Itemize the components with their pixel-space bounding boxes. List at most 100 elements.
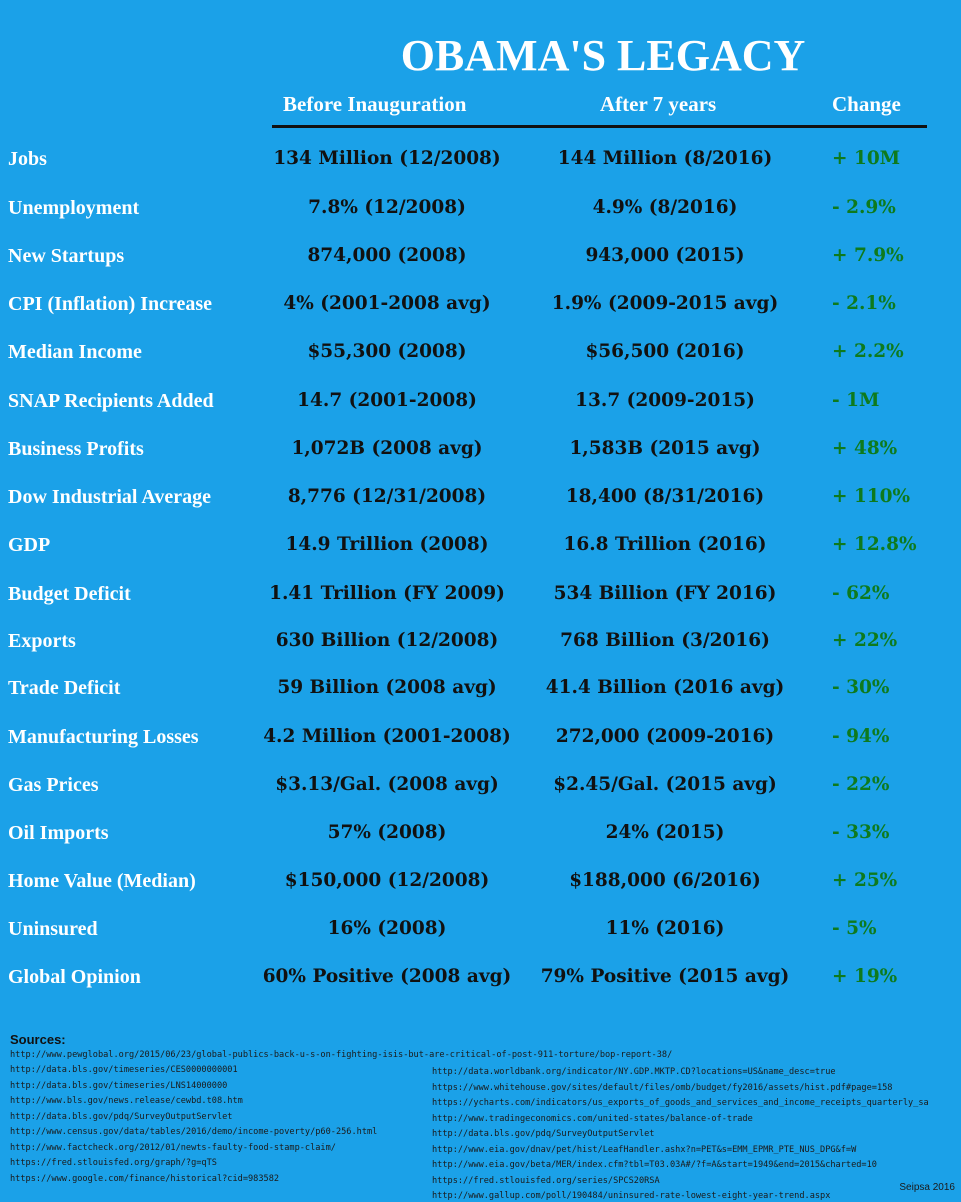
before-value: 60% Positive (2008 avg) [262,966,512,987]
row-label: Median Income [8,341,142,363]
before-value: 59 Billion (2008 avg) [277,677,497,698]
source-link[interactable]: http://www.tradingeconomics.com/united-s… [432,1113,753,1124]
before-value: 4.2 Million (2001-2008) [263,726,511,747]
before-value: $3.13/Gal. (2008 avg) [275,774,499,795]
source-link[interactable]: https://ycharts.com/indicators/us_export… [432,1098,929,1108]
row-label: SNAP Recipients Added [8,390,214,412]
source-link[interactable]: https://fred.stlouisfed.org/series/SPCS2… [432,1175,660,1186]
source-link[interactable]: http://www.eia.gov/dnav/pet/hist/LeafHan… [432,1144,857,1155]
after-value: 943,000 (2015) [585,245,745,266]
change-value: + 2.2% [832,341,904,362]
credit: Seipsa 2016 [899,1182,955,1193]
row-label: Unemployment [8,197,140,219]
row-label: Trade Deficit [8,677,121,699]
before-value: 874,000 (2008) [307,245,467,266]
change-value: - 2.9% [832,197,896,218]
after-value: 1,583B (2015 avg) [569,438,761,459]
row-label: Oil Imports [8,822,109,844]
table-row: GDP 14.9 Trillion (2008) 16.8 Trillion (20… [0,534,961,574]
source-link[interactable]: http://www.census.gov/data/tables/2016/d… [10,1127,378,1137]
before-value: $55,300 (2008) [307,341,467,362]
change-value: - 22% [832,774,890,795]
page-title: OBAMA'S LEGACY [400,31,806,80]
before-value: 1,072B (2008 avg) [291,438,483,459]
change-value: - 33% [832,822,890,843]
row-label: GDP [8,534,51,556]
row-label: CPI (Inflation) Increase [8,293,213,315]
source-link[interactable]: http://data.bls.gov/timeseries/LNS140000… [10,1080,228,1091]
row-label: Global Opinion [8,966,141,988]
change-value: - 30% [832,677,890,698]
source-link[interactable]: http://www.pewglobal.org/2015/06/23/glob… [10,1050,673,1060]
row-label: Manufacturing Losses [8,726,199,748]
before-value: 57% (2008) [327,822,447,843]
row-label: Budget Deficit [8,583,131,605]
change-value: + 22% [832,630,898,651]
table-row: Home Value (Median) $150,000 (12/2008) $18… [0,870,961,910]
source-link[interactable]: http://data.bls.gov/pdq/SurveyOutputServ… [10,1111,233,1122]
before-value: 8,776 (12/31/2008) [287,486,487,507]
table-row: Exports 630 Billion (12/2008) 768 Billion … [0,630,961,670]
after-value: 79% Positive (2015 avg) [540,966,790,987]
row-label: Uninsured [8,918,98,940]
header-change: Change [832,92,901,116]
change-value: - 62% [832,583,890,604]
source-link[interactable]: http://data.bls.gov/pdq/SurveyOutputServ… [432,1129,655,1139]
after-value: 11% (2016) [605,918,725,939]
row-label: Gas Prices [8,774,99,796]
row-label: Business Profits [8,438,144,460]
table-row: Trade Deficit 59 Billion (2008 avg) 41.4 B… [0,677,961,717]
after-value: 4.9% (8/2016) [592,197,738,218]
source-link[interactable]: http://www.bls.gov/news.release/cewbd.t0… [10,1096,243,1106]
table-row: New Startups 874,000 (2008) 943,000 (2015)… [0,245,961,285]
source-link[interactable]: http://data.worldbank.org/indicator/NY.G… [432,1067,836,1077]
source-link[interactable]: https://www.whitehouse.gov/sites/default… [432,1082,893,1093]
row-label: Home Value (Median) [8,870,196,892]
table-row: Median Income $55,300 (2008) $56,500 (2016… [0,341,961,381]
sources-heading: Sources: [10,1032,66,1047]
after-value: 24% (2015) [605,822,725,843]
table-row: Dow Industrial Average 8,776 (12/31/2008)… [0,486,961,526]
after-value: 768 Billion (3/2016) [560,630,770,651]
table-row: Budget Deficit 1.41 Trillion (FY 2009) 534… [0,583,961,623]
before-value: 14.7 (2001-2008) [297,390,477,411]
header-divider [272,125,927,128]
source-link[interactable]: https://www.google.com/finance/historica… [10,1173,280,1184]
before-value: 134 Million (12/2008) [273,148,501,169]
change-value: - 5% [832,918,877,939]
change-value: + 10M [832,148,901,169]
after-value: $2.45/Gal. (2015 avg) [553,774,777,795]
after-value: 18,400 (8/31/2016) [565,486,765,507]
table-row: Oil Imports 57% (2008) 24% (2015) - 33% [0,822,961,862]
change-value: - 94% [832,726,890,747]
after-value: 534 Billion (FY 2016) [553,583,777,604]
table-row: Unemployment 7.8% (12/2008) 4.9% (8/2016) -… [0,197,961,237]
before-value: 7.8% (12/2008) [308,197,466,218]
table-row: Jobs 134 Million (12/2008) 144 Million (8/… [0,148,961,188]
source-link[interactable]: http://www.eia.gov/beta/MER/index.cfm?tb… [432,1160,877,1170]
change-value: + 7.9% [832,245,904,266]
row-label: Dow Industrial Average [8,486,211,508]
table-row: SNAP Recipients Added 14.7 (2001-2008) 13.… [0,390,961,430]
source-link[interactable]: http://www.factcheck.org/2012/01/newts-f… [10,1142,336,1153]
change-value: + 48% [832,438,898,459]
table-row: Uninsured 16% (2008) 11% (2016) - 5% [0,918,961,958]
after-value: $188,000 (6/2016) [569,870,761,891]
row-label: Exports [8,630,76,652]
before-value: 630 Billion (12/2008) [275,630,499,651]
after-value: 1.9% (2009-2015 avg) [551,293,779,314]
change-value: + 25% [832,870,898,891]
source-link[interactable]: http://www.gallup.com/poll/190484/uninsu… [432,1191,831,1201]
source-link[interactable]: http://data.bls.gov/timeseries/CES000000… [10,1065,238,1075]
change-value: + 110% [832,486,911,507]
header-before: Before Inauguration [283,92,467,116]
change-value: + 12.8% [832,534,917,555]
change-value: - 2.1% [832,293,896,314]
before-value: 1.41 Trillion (FY 2009) [269,583,505,604]
source-link[interactable]: https://fred.stlouisfed.org/graph/?g=qTS [10,1158,217,1168]
change-value: + 19% [832,966,898,987]
header-after: After 7 years [600,92,717,116]
row-label: Jobs [8,148,47,170]
after-value: 144 Million (8/2016) [557,148,773,169]
before-value: 14.9 Trillion (2008) [285,534,489,555]
